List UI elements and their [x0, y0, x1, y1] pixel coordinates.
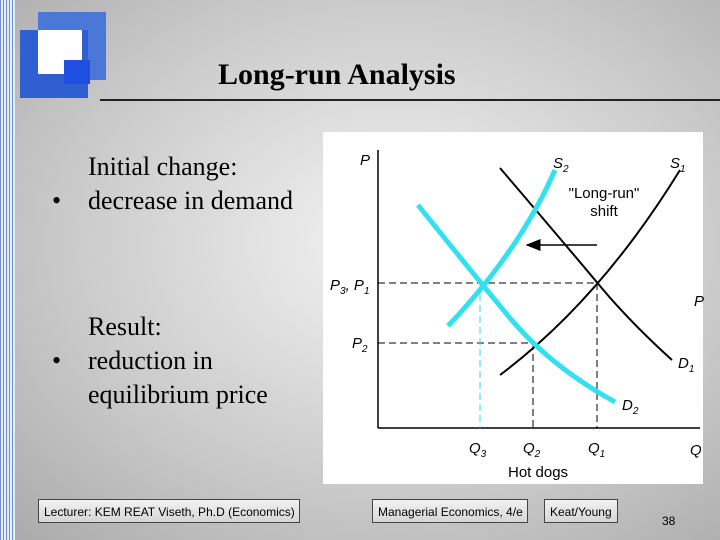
label-sub: 2 [361, 344, 368, 355]
curve-label: D2 [622, 397, 639, 417]
guides [378, 282, 598, 428]
label-sub: 2 [534, 449, 541, 460]
label-sub: 1 [689, 364, 695, 375]
label-base: S [670, 155, 680, 172]
label-base: D [622, 397, 633, 414]
logo-square [64, 60, 90, 84]
label-base: Q [523, 440, 535, 457]
label-sub: 3 [340, 286, 346, 297]
bullet: Result: • reduction in equilibrium price [52, 310, 323, 412]
label-sub: 1 [680, 164, 686, 175]
label-base: S [553, 155, 563, 172]
slide-title: Long-run Analysis [218, 58, 456, 91]
label-sub: 1 [364, 286, 370, 297]
label-base: Q [469, 440, 481, 457]
diagram-panel [323, 132, 703, 484]
page-number: 38 [662, 514, 676, 528]
annotation: shift [590, 203, 618, 220]
bullet-lead: Initial change: [88, 152, 238, 181]
footer-authors: Keat/Young [544, 499, 618, 523]
bullet: Initial change: • decrease in demand [52, 150, 323, 218]
title-rule [100, 99, 720, 101]
label-base: P [354, 277, 364, 294]
label-base: D [678, 355, 689, 372]
bullet-lead: Result: [88, 312, 162, 341]
supply-curve-s2 [446, 168, 558, 328]
y-axis-label: P [360, 152, 370, 169]
demand-curve-d2 [416, 203, 617, 405]
logo [20, 12, 106, 98]
footer-lecturer: Lecturer: KEM REAT Viseth, Ph.D (Economi… [38, 499, 300, 523]
price-label: P2 [352, 335, 368, 355]
quantity-label: Q3 [469, 440, 487, 460]
x-axis-title: Hot dogs [508, 464, 568, 481]
left-border [0, 0, 15, 540]
bullet-text: decrease in demand [88, 186, 294, 215]
price-label: P3, P1 [330, 277, 370, 297]
annotation: "Long-run" [569, 185, 640, 202]
label-sub: 2 [562, 164, 569, 175]
label-separator: , [346, 277, 350, 294]
supply-curve-s1 [499, 169, 681, 376]
label-sub: 2 [632, 406, 639, 417]
curve-label: S2 [553, 155, 569, 175]
curve-label: D1 [678, 355, 694, 375]
curve-label: S1 [670, 155, 686, 175]
label-base: P [330, 277, 340, 294]
footer-course: Managerial Economics, 4/e [372, 499, 528, 523]
label-sub: 3 [481, 449, 487, 460]
bullet-text: reduction in equilibrium price [88, 346, 268, 409]
label-base: Q [588, 440, 600, 457]
edge-label: P [694, 293, 704, 310]
x-axis-end-label: Q [690, 442, 702, 459]
quantity-label: Q2 [523, 440, 541, 460]
label-sub: 1 [600, 449, 606, 460]
label-base: P [352, 335, 362, 352]
quantity-label: Q1 [588, 440, 605, 460]
